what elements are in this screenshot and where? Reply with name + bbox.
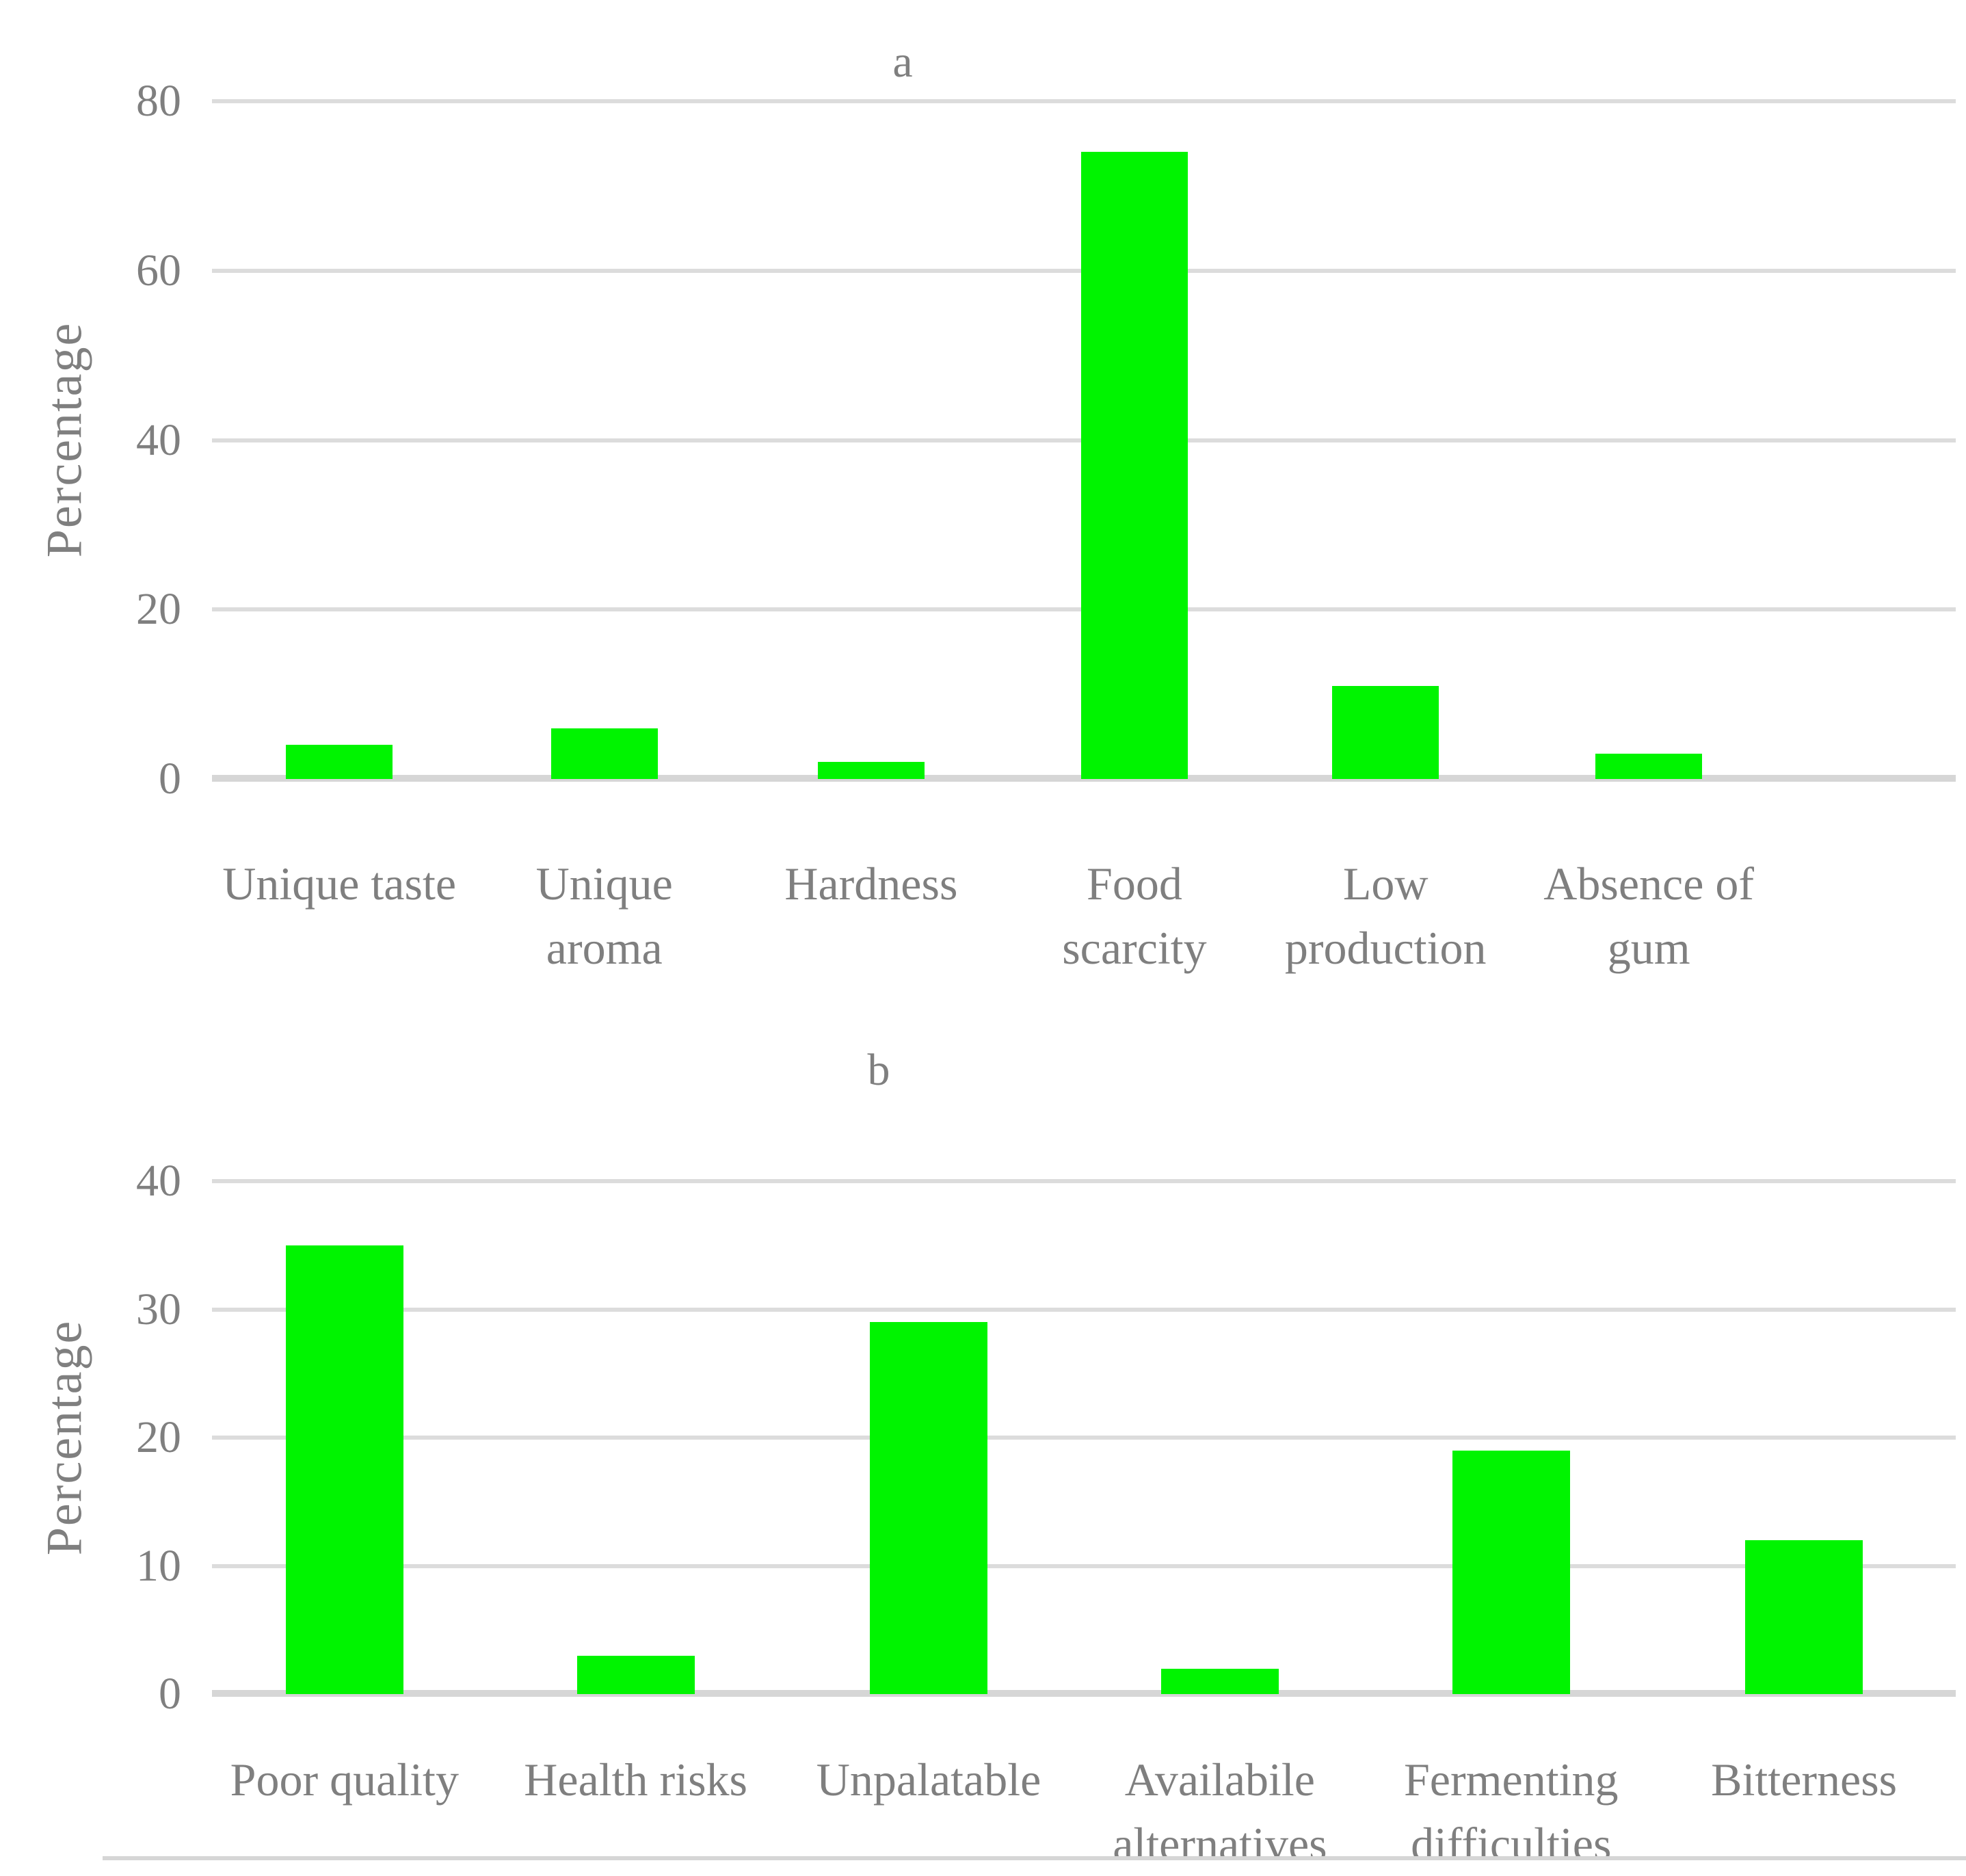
gridline-40 xyxy=(212,1179,1956,1183)
chart-b-title: b xyxy=(867,1045,890,1095)
chart-a-plot-area: 80 60 40 20 0 Unique taste Unique aroma Hardnes… xyxy=(136,79,1956,974)
y-tick-label-80: 80 xyxy=(136,76,181,126)
y-tick-label-40: 40 xyxy=(136,1156,181,1206)
bar-b-6 xyxy=(1745,1540,1863,1694)
x-category-label-b-5: Fermenting difficulties xyxy=(1403,1754,1619,1870)
x-category-label-a-6: Absence of gum xyxy=(1543,858,1755,974)
chart-b-plot-area: 40 30 20 10 0 Poor quality Health risks Unpalat… xyxy=(136,1159,1956,1870)
gridline-80 xyxy=(212,99,1956,103)
x-category-label-b-6: Bitterness xyxy=(1711,1754,1898,1806)
y-tick-label-0: 0 xyxy=(159,1669,181,1719)
bar-a-4 xyxy=(1080,152,1188,779)
x-category-label-b-2: Health risks xyxy=(524,1754,747,1806)
gridline-30 xyxy=(212,1307,1956,1312)
y-tick-label-0: 0 xyxy=(159,754,181,804)
y-tick-label-10: 10 xyxy=(136,1540,181,1591)
gridline-20 xyxy=(212,1436,1956,1440)
x-category-label-b-4: Availabile alternatives xyxy=(1113,1754,1327,1870)
bar-b-2 xyxy=(576,1655,695,1694)
y-tick-label-20: 20 xyxy=(136,1412,181,1462)
bar-b-5 xyxy=(1452,1450,1570,1694)
bar-a-1 xyxy=(286,745,393,779)
x-category-label-a-3: Hardness xyxy=(784,858,958,910)
gridline-10 xyxy=(212,1563,1956,1568)
x-category-label-a-2: Unique aroma xyxy=(535,858,673,974)
y-tick-label-40: 40 xyxy=(136,414,181,465)
bar-b-1 xyxy=(285,1245,403,1694)
bar-b-4 xyxy=(1160,1668,1279,1694)
y-tick-label-20: 20 xyxy=(136,584,181,635)
bar-a-2 xyxy=(550,728,658,779)
figure-bottom-edge-line xyxy=(103,1856,1966,1860)
x-category-label-b-1: Poor quality xyxy=(230,1754,459,1806)
x-axis-line xyxy=(212,1690,1956,1697)
bar-a-3 xyxy=(817,762,925,779)
x-category-label-b-3: Unpalatable xyxy=(816,1754,1041,1806)
x-category-label-a-4: Food scarcity xyxy=(1062,858,1207,974)
bar-b-3 xyxy=(870,1322,988,1694)
y-tick-label-60: 60 xyxy=(136,245,181,295)
bar-a-6 xyxy=(1595,753,1703,779)
x-category-label-a-5: Low production xyxy=(1284,858,1487,974)
y-tick-label-30: 30 xyxy=(136,1284,181,1334)
x-category-label-a-1: Unique taste xyxy=(222,858,457,910)
bar-a-5 xyxy=(1332,685,1439,779)
chart-a-title: a xyxy=(892,37,913,87)
